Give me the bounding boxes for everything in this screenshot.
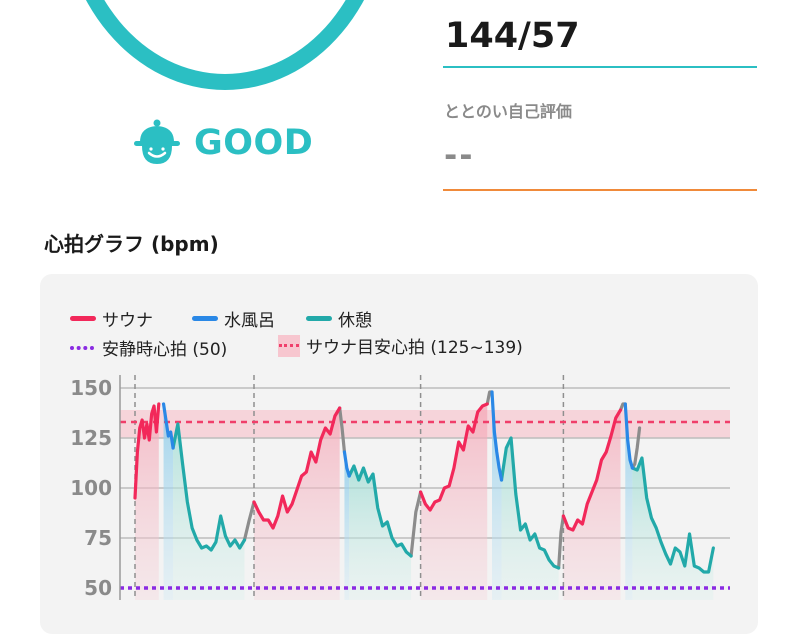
divider-orange bbox=[443, 189, 757, 191]
legend-cold-bath: 水風呂 bbox=[192, 306, 275, 331]
y-tick-label: 50 bbox=[84, 576, 112, 600]
heart-rate-line bbox=[561, 408, 623, 532]
y-tick-label: 150 bbox=[70, 376, 112, 400]
area-fill bbox=[173, 424, 245, 600]
self-evaluation-value[interactable]: -- bbox=[444, 136, 475, 174]
area-fill bbox=[563, 410, 621, 600]
legend-sauna: サウナ bbox=[70, 306, 153, 331]
heart-rate-line bbox=[342, 450, 351, 478]
area-fill bbox=[163, 404, 174, 600]
heart-rate-graph-title: 心拍グラフ (bpm) bbox=[44, 232, 219, 256]
heart-rate-line bbox=[338, 406, 347, 454]
divider-teal bbox=[443, 66, 757, 68]
legend-rest: 休憩 bbox=[306, 306, 372, 331]
heart-rate-line bbox=[630, 426, 642, 470]
heart-rate-line bbox=[409, 490, 423, 558]
heart-rate-line bbox=[252, 406, 342, 530]
heart-rate-line bbox=[557, 514, 566, 570]
area-fill bbox=[135, 404, 159, 600]
heart-rate-chart: 150 125 100 75 50 bbox=[70, 375, 730, 600]
y-tick-label: 125 bbox=[70, 426, 112, 450]
heart-rate-line bbox=[347, 464, 413, 558]
y-tick-label: 75 bbox=[84, 526, 112, 550]
heart-rate-line bbox=[499, 436, 561, 570]
self-evaluation-label: ととのい自己評価 bbox=[444, 102, 572, 121]
area-fill bbox=[420, 404, 488, 600]
legend-target-hr: サウナ目安心拍 (125~139) bbox=[278, 333, 523, 358]
area-fill bbox=[501, 438, 559, 600]
status-label: GOOD bbox=[194, 123, 314, 163]
blood-pressure-value: 144/57 bbox=[445, 16, 580, 56]
legend-resting-hr: 安静時心拍 (50) bbox=[70, 335, 227, 360]
y-tick-label: 100 bbox=[70, 476, 112, 500]
area-fill bbox=[625, 404, 633, 600]
status-indicator: GOOD bbox=[132, 118, 313, 168]
heart-rate-line bbox=[242, 500, 256, 542]
heart-rate-line bbox=[419, 402, 489, 512]
heart-rate-line bbox=[623, 402, 635, 470]
smiling-bell-face-icon bbox=[134, 119, 180, 164]
heart-rate-line bbox=[171, 422, 247, 552]
heart-rate-line bbox=[490, 390, 504, 482]
heart-rate-line bbox=[161, 402, 175, 450]
heart-rate-line bbox=[630, 456, 715, 574]
heart-rate-line bbox=[133, 402, 161, 500]
area-fill bbox=[349, 466, 412, 600]
area-fill bbox=[344, 452, 350, 600]
